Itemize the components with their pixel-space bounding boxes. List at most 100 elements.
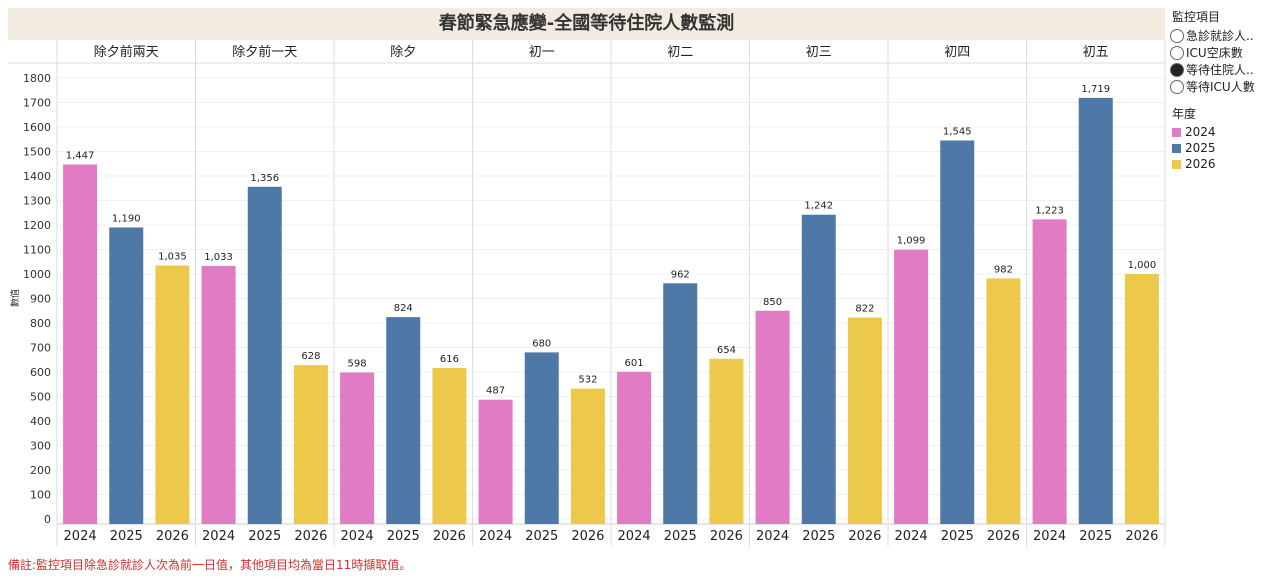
y-axis-label: 數值 <box>9 289 21 307</box>
legend-swatch <box>1172 143 1181 153</box>
x-tick-label: 2025 <box>248 529 281 544</box>
legend-swatch <box>1172 127 1181 137</box>
y-tick-label: 1700 <box>23 97 51 110</box>
filter-title: 監控項目 <box>1172 10 1221 24</box>
bar-2024[interactable] <box>1032 219 1067 525</box>
data-label: 598 <box>348 358 367 369</box>
x-tick-label: 2025 <box>664 529 697 544</box>
filter-option-label: ICU空床數 <box>1186 46 1243 60</box>
x-tick-label: 2026 <box>710 529 743 544</box>
data-label: 822 <box>855 304 874 315</box>
x-tick-label: 2024 <box>895 529 928 544</box>
data-label: 1,033 <box>204 252 233 263</box>
x-tick-label: 2024 <box>479 529 512 544</box>
y-tick-label: 800 <box>30 317 51 330</box>
x-tick-label: 2026 <box>433 529 466 544</box>
legend-label: 2026 <box>1185 157 1216 171</box>
filter-option[interactable]: 急診就診人.. <box>1170 27 1255 44</box>
x-tick-label: 2024 <box>618 529 651 544</box>
x-tick-label: 2025 <box>1079 529 1112 544</box>
filter-option[interactable]: 等待ICU人數 <box>1170 78 1255 95</box>
x-tick-label: 2024 <box>64 529 97 544</box>
bar-2024[interactable] <box>894 249 929 524</box>
data-label: 1,447 <box>66 150 95 161</box>
chart-title: 春節緊急應變-全國等待住院人數監測 <box>8 8 1165 40</box>
bar-2025[interactable] <box>524 352 559 524</box>
data-label: 982 <box>994 264 1013 275</box>
x-tick-label: 2024 <box>1033 529 1066 544</box>
bar-2024[interactable] <box>755 310 790 524</box>
bar-2025[interactable] <box>1078 97 1113 524</box>
y-tick-label: 900 <box>30 293 51 306</box>
filter-option-label: 等待ICU人數 <box>1186 80 1255 94</box>
bar-2026[interactable] <box>1124 274 1159 524</box>
y-tick-label: 1500 <box>23 146 51 159</box>
filter-option[interactable]: ICU空床數 <box>1170 44 1255 61</box>
bar-2026[interactable] <box>293 365 328 524</box>
bar-2025[interactable] <box>940 140 975 524</box>
y-tick-label: 500 <box>30 391 51 404</box>
data-label: 628 <box>301 351 320 362</box>
y-tick-label: 1300 <box>23 195 51 208</box>
filter-option[interactable]: 等待住院人.. <box>1170 61 1255 78</box>
data-label: 1,000 <box>1128 260 1157 271</box>
x-tick-label: 2026 <box>156 529 189 544</box>
legend-item[interactable]: 2024 <box>1172 124 1255 140</box>
bar-2024[interactable] <box>63 164 98 525</box>
category-header: 除夕前一天 <box>232 44 297 60</box>
bar-2026[interactable] <box>847 317 882 524</box>
category-header: 初二 <box>667 45 693 60</box>
bar-2024[interactable] <box>201 265 236 524</box>
y-tick-label: 600 <box>30 366 51 379</box>
y-tick-label: 1200 <box>23 219 51 232</box>
bar-2024[interactable] <box>340 372 375 524</box>
bar-2026[interactable] <box>432 368 467 524</box>
data-label: 532 <box>578 375 597 386</box>
data-label: 1,099 <box>897 236 926 247</box>
x-tick-label: 2024 <box>202 529 235 544</box>
legend-item[interactable]: 2025 <box>1172 140 1255 156</box>
y-tick-label: 300 <box>30 440 51 453</box>
color-legend-title: 年度 <box>1172 107 1197 121</box>
category-header: 除夕前兩天 <box>94 44 159 60</box>
data-label: 1,035 <box>158 251 187 262</box>
x-tick-label: 2025 <box>387 529 420 544</box>
y-tick-label: 1800 <box>23 72 51 85</box>
data-label: 1,223 <box>1035 205 1064 216</box>
bar-2026[interactable] <box>709 358 744 524</box>
x-tick-label: 2026 <box>987 529 1020 544</box>
y-tick-label: 200 <box>30 464 51 477</box>
data-label: 680 <box>532 338 551 349</box>
radio-button[interactable] <box>1170 28 1184 43</box>
bar-2024[interactable] <box>478 399 513 524</box>
bar-2025[interactable] <box>386 317 421 524</box>
radio-button[interactable] <box>1170 62 1184 77</box>
bar-2025[interactable] <box>801 214 836 524</box>
bar-2026[interactable] <box>986 278 1021 524</box>
bar-2024[interactable] <box>617 371 652 524</box>
x-tick-label: 2026 <box>294 529 327 544</box>
radio-button[interactable] <box>1170 79 1184 94</box>
y-tick-label: 700 <box>30 342 51 355</box>
legend-label: 2024 <box>1185 125 1216 139</box>
bar-2025[interactable] <box>663 283 698 524</box>
bar-2025[interactable] <box>109 227 144 524</box>
bar-2025[interactable] <box>247 186 282 524</box>
data-label: 487 <box>486 386 505 397</box>
bar-2026[interactable] <box>155 265 190 524</box>
data-label: 1,242 <box>804 201 833 212</box>
category-header: 初五 <box>1083 45 1109 60</box>
data-label: 962 <box>671 269 690 280</box>
y-tick-label: 1600 <box>23 121 51 134</box>
bar-chart: 0 100 200 300 400 500 600 700 800 900 1000 1100 1200… <box>8 40 1166 546</box>
radio-button[interactable] <box>1170 45 1184 60</box>
y-tick-label: 400 <box>30 415 51 428</box>
data-label: 1,545 <box>943 126 972 137</box>
legend-item[interactable]: 2026 <box>1172 156 1255 172</box>
bar-2026[interactable] <box>570 388 605 524</box>
legend: 監控項目 急診就診人.. ICU空床數 等待住院人.. 等待ICU人數 年度 2024… <box>1170 8 1255 172</box>
y-tick-label: 1000 <box>23 268 51 281</box>
x-tick-label: 2024 <box>756 529 789 544</box>
category-header: 初四 <box>944 45 970 60</box>
x-tick-label: 2025 <box>802 529 835 544</box>
